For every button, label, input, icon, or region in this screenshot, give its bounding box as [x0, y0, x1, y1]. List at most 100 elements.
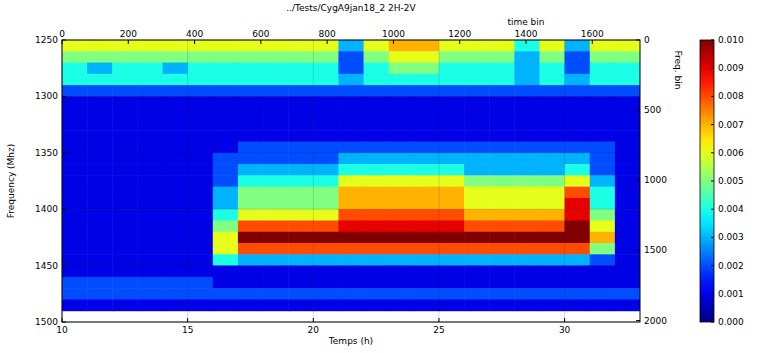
cell — [590, 130, 616, 142]
cell — [389, 232, 415, 244]
cell — [62, 85, 88, 97]
cell — [213, 175, 239, 187]
colorbar-tick-label: 0.009 — [718, 63, 744, 73]
cell — [288, 63, 314, 75]
cell — [213, 288, 239, 300]
cell — [62, 299, 88, 311]
cell — [514, 85, 540, 97]
cell — [414, 175, 440, 187]
cell — [464, 299, 490, 311]
cell — [263, 220, 289, 232]
cell — [238, 153, 264, 165]
cell — [414, 198, 440, 210]
cell — [439, 232, 465, 244]
cell — [590, 288, 616, 300]
cell — [112, 164, 138, 176]
cell — [112, 108, 138, 120]
cell — [364, 74, 390, 86]
cell — [288, 232, 314, 244]
x2-tick — [260, 40, 261, 44]
cell — [489, 164, 515, 176]
cell — [414, 51, 440, 63]
cell — [62, 288, 88, 300]
cell — [313, 51, 339, 63]
cell — [338, 187, 364, 199]
cell — [439, 164, 465, 176]
cell — [62, 142, 88, 154]
cell — [389, 153, 415, 165]
cell — [188, 130, 214, 142]
cell — [238, 40, 264, 52]
cell — [565, 119, 591, 131]
cell — [137, 74, 163, 86]
cell — [590, 51, 616, 63]
cell — [565, 74, 591, 86]
cell — [213, 254, 239, 266]
cell — [288, 209, 314, 221]
cell — [62, 74, 88, 86]
y2-tick — [636, 40, 640, 41]
colorbar-tick — [711, 322, 714, 323]
cell — [615, 63, 640, 75]
cell — [263, 266, 289, 278]
cell — [112, 74, 138, 86]
cell — [615, 40, 640, 52]
cell — [414, 108, 440, 120]
cell — [263, 175, 289, 187]
cell — [414, 288, 440, 300]
cell — [389, 187, 415, 199]
cell — [489, 51, 515, 63]
cell — [112, 175, 138, 187]
cell — [464, 153, 490, 165]
cell — [615, 130, 640, 142]
cell — [87, 220, 113, 232]
cell — [188, 119, 214, 131]
cell — [489, 108, 515, 120]
x2-tick — [194, 40, 195, 44]
y-axis-title: Frequency (Mhz) — [6, 144, 16, 219]
colorbar-tick-label: 0.002 — [718, 261, 744, 271]
cell — [87, 74, 113, 86]
cell — [313, 119, 339, 131]
cell — [137, 164, 163, 176]
cell — [364, 96, 390, 108]
cell — [439, 96, 465, 108]
cell — [514, 288, 540, 300]
cell — [539, 299, 565, 311]
cell — [338, 40, 364, 52]
cell — [188, 220, 214, 232]
cell — [565, 220, 591, 232]
cell — [62, 254, 88, 266]
cell — [489, 299, 515, 311]
cell — [539, 288, 565, 300]
cell — [213, 153, 239, 165]
colorbar-tick-label: 0.008 — [718, 91, 744, 101]
y2-tick-label: 0 — [644, 35, 650, 45]
cell — [539, 96, 565, 108]
cell — [163, 209, 189, 221]
cell — [188, 108, 214, 120]
grid-line — [564, 40, 565, 322]
grid — [62, 40, 640, 322]
cell — [238, 63, 264, 75]
cell — [565, 198, 591, 210]
cell — [137, 220, 163, 232]
grid-line — [313, 40, 314, 322]
cell — [565, 254, 591, 266]
cell — [539, 220, 565, 232]
cell — [188, 153, 214, 165]
cell — [615, 232, 640, 244]
cell — [87, 288, 113, 300]
cell — [565, 232, 591, 244]
cell — [263, 108, 289, 120]
cell — [313, 187, 339, 199]
cell — [364, 142, 390, 154]
cell — [313, 108, 339, 120]
cell — [163, 198, 189, 210]
cell — [615, 153, 640, 165]
cell — [137, 85, 163, 97]
cell — [590, 266, 616, 278]
cell — [439, 209, 465, 221]
cell — [188, 232, 214, 244]
cell — [188, 74, 214, 86]
